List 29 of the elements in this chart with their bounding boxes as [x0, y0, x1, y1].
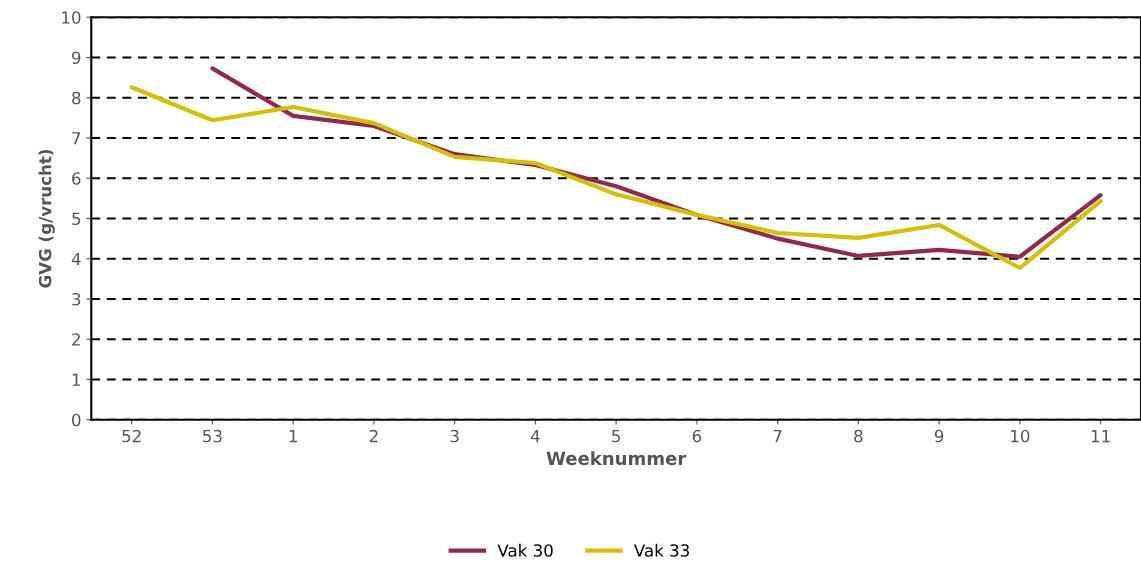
y-axis-title: GVG (g/vrucht)	[38, 149, 55, 288]
y-tick-label: 6	[72, 172, 81, 185]
y-tick-label: 10	[62, 11, 81, 24]
y-tick-label: 7	[72, 132, 81, 145]
x-tick-label: 7	[773, 429, 782, 443]
x-tick-label: 3	[450, 429, 459, 443]
y-tick-label: 8	[72, 91, 81, 105]
line-series	[129, 85, 1103, 271]
x-tick-label: 4	[530, 429, 540, 443]
y-tick-label: 0	[72, 413, 81, 427]
x-tick-label: 10	[1011, 429, 1030, 443]
legend-label: Vak 30	[497, 543, 553, 557]
legend-label: Vak 33	[633, 543, 689, 557]
x-axis-title: Weeknummer	[546, 451, 687, 466]
x-tick-label: 53	[203, 429, 222, 443]
y-tick-label: 1	[72, 373, 81, 386]
x-tick-label: 8	[854, 429, 863, 443]
y-tick-label: 2	[72, 333, 80, 346]
y-tick-label: 4	[71, 252, 81, 266]
x-tick-label: 9	[934, 429, 944, 443]
y-tick-label: 9	[72, 51, 81, 65]
y-tick-label: 5	[72, 212, 81, 226]
x-tick-label: 11	[1091, 429, 1110, 443]
x-tick-label: 1	[289, 429, 297, 443]
x-tick-label: 2	[369, 429, 378, 443]
y-tick-label: 3	[72, 292, 81, 306]
x-tick-label: 52	[122, 429, 141, 443]
x-tick-label: 5	[612, 429, 620, 443]
x-tick-label: 6	[692, 429, 702, 443]
